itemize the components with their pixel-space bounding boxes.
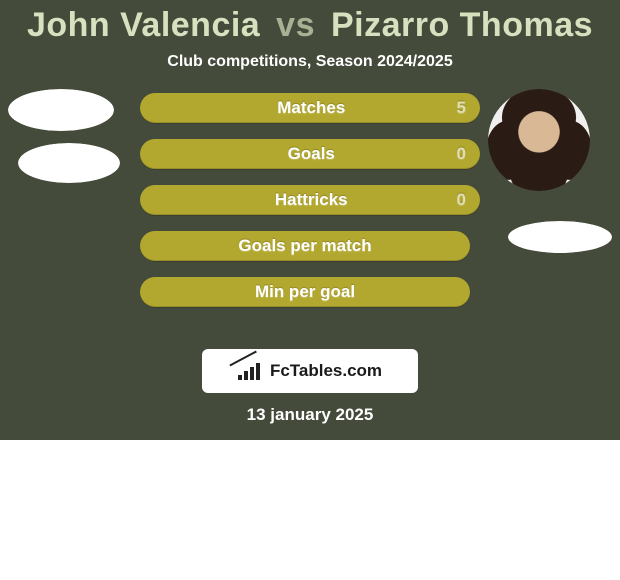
stat-bar: Goals per match <box>140 231 470 261</box>
stat-bar-label: Min per goal <box>255 282 355 302</box>
stat-bar-label: Hattricks <box>275 190 348 210</box>
player2-avatar <box>488 89 590 191</box>
stat-bars: Matches 5 Goals 0 Hattricks 0 Goals per match M… <box>140 93 480 323</box>
player2-avatar-placeholder <box>508 221 612 253</box>
stat-bar: Matches 5 <box>140 93 480 123</box>
stat-bar: Hattricks 0 <box>140 185 480 215</box>
player1-avatar-placeholder-b <box>18 143 120 183</box>
subtitle: Club competitions, Season 2024/2025 <box>0 53 620 71</box>
player1-avatar-placeholder-a <box>8 89 114 131</box>
stat-bar-value: 5 <box>457 98 466 118</box>
date-text: 13 january 2025 <box>0 405 620 425</box>
page-title: John Valencia vs Pizarro Thomas <box>0 0 620 45</box>
stat-bar-label: Goals <box>288 144 335 164</box>
comparison-card: John Valencia vs Pizarro Thomas Club com… <box>0 0 620 440</box>
stat-bar: Min per goal <box>140 277 470 307</box>
stat-bar-value: 0 <box>457 190 466 210</box>
stat-bar-value: 0 <box>457 144 466 164</box>
stat-bar-label: Matches <box>277 98 345 118</box>
bar-chart-icon <box>238 362 264 380</box>
source-logo: FcTables.com <box>202 349 418 393</box>
source-logo-text: FcTables.com <box>270 361 382 381</box>
title-player1: John Valencia <box>27 6 260 44</box>
title-player2: Pizarro Thomas <box>331 6 593 44</box>
stat-bar-label: Goals per match <box>238 236 371 256</box>
title-separator: vs <box>276 6 315 44</box>
comparison-body: Matches 5 Goals 0 Hattricks 0 Goals per match M… <box>0 93 620 343</box>
stat-bar: Goals 0 <box>140 139 480 169</box>
